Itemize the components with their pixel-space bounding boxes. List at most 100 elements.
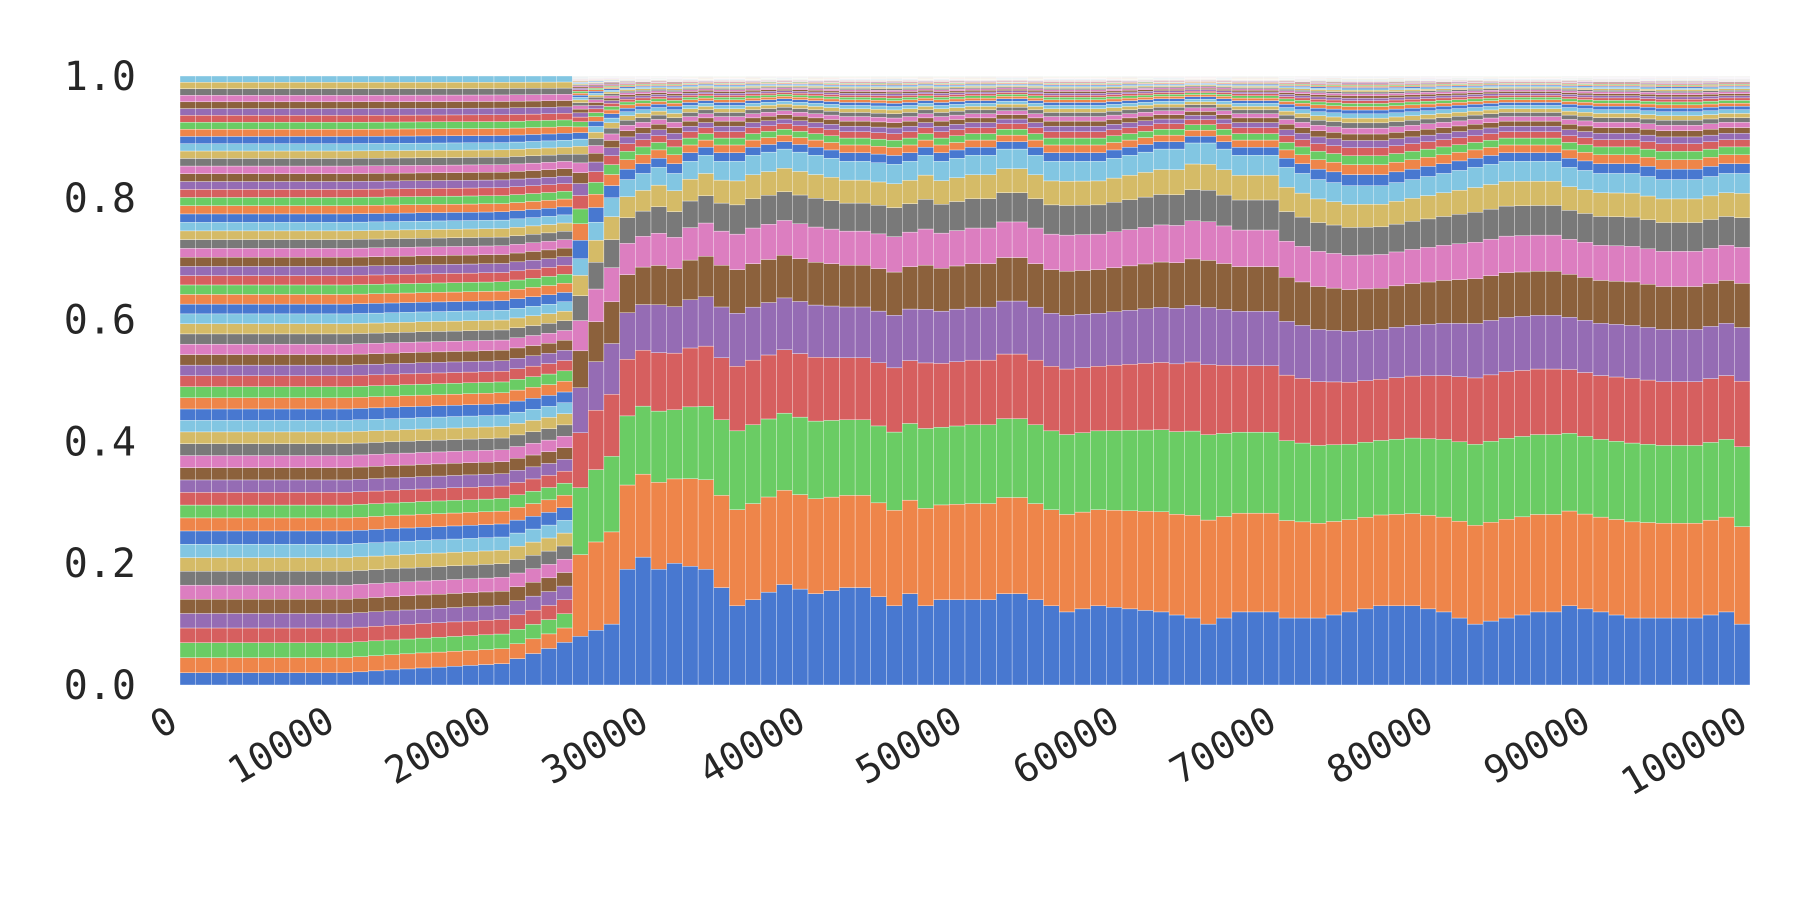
bar-segment: [509, 75, 526, 83]
bar-segment: [1043, 112, 1060, 117]
bar-segment: [980, 133, 997, 141]
bar-segment: [1278, 129, 1295, 136]
bar-segment: [745, 88, 762, 91]
bar-segment: [242, 82, 259, 89]
bar-segment: [446, 607, 463, 623]
bar-segment: [336, 108, 353, 116]
bar-segment: [305, 165, 322, 174]
bar-segment: [415, 440, 432, 453]
bar-segment: [1090, 204, 1107, 235]
bar-segment: [509, 81, 526, 89]
bar-segment: [682, 89, 699, 92]
bar-segment: [1121, 127, 1138, 134]
bar-segment: [556, 482, 573, 496]
bar-segment: [274, 386, 291, 398]
bar-segment: [431, 255, 448, 265]
bar-segment: [697, 100, 714, 104]
bar-segment: [1011, 110, 1028, 115]
bar-segment: [258, 150, 275, 159]
bar-segment: [1263, 199, 1280, 231]
bar-segment: [619, 569, 636, 686]
bar-segment: [195, 672, 212, 686]
bar-segment: [289, 75, 306, 83]
bar-segment: [399, 255, 416, 266]
bar-segment: [336, 467, 353, 481]
bar-segment: [666, 113, 683, 118]
bar-segment: [321, 150, 338, 159]
bar-segment: [1153, 141, 1170, 150]
bar-segment: [446, 164, 463, 173]
bar-segment: [446, 195, 463, 205]
bar-segment: [1451, 190, 1468, 215]
bar-segment: [1231, 229, 1248, 267]
bar-segment: [368, 442, 385, 455]
bar-segment: [1247, 91, 1264, 94]
bar-segment: [352, 431, 369, 444]
bar-segment: [399, 312, 416, 323]
bar-segment: [446, 255, 463, 265]
bar-segment: [462, 592, 479, 607]
bar-segment: [760, 94, 777, 98]
bar-segment: [1137, 511, 1154, 611]
bar-segment: [697, 256, 714, 297]
bar-segment: [383, 582, 400, 597]
bar-segment: [368, 597, 385, 612]
bar-segment: [446, 500, 463, 514]
bar-segment: [368, 88, 385, 96]
bar-segment: [195, 571, 212, 586]
bar-segment: [211, 375, 228, 387]
bar-segment: [886, 207, 903, 237]
bar-segment: [1043, 509, 1060, 607]
bar-segment: [1388, 95, 1405, 98]
bar-segment: [603, 117, 620, 123]
bar-segment: [179, 504, 196, 519]
bar-segment: [493, 414, 510, 427]
bar-segment: [1106, 114, 1123, 120]
bar-segment: [917, 228, 934, 266]
bar-segment: [682, 178, 699, 202]
bar-segment: [949, 158, 966, 178]
bar-segment: [1294, 163, 1311, 174]
bar-segment: [666, 117, 683, 123]
bar-segment: [368, 221, 385, 231]
bar-segment: [1310, 222, 1327, 252]
bar-segment: [289, 158, 306, 167]
bar-segment: [823, 200, 840, 230]
bar-segment: [902, 91, 919, 94]
bar-segment: [1027, 198, 1044, 229]
bar-segment: [399, 94, 416, 102]
bar-segment: [1027, 147, 1044, 156]
bar-segment: [697, 122, 714, 128]
bar-segment: [226, 530, 243, 545]
bar-segment: [352, 115, 369, 123]
bar-segment: [1451, 108, 1468, 113]
bar-segment: [352, 584, 369, 599]
bar-segment: [760, 354, 777, 420]
bar-segment: [431, 273, 448, 284]
bar-segment: [242, 313, 259, 324]
bar-segment: [760, 86, 777, 89]
bar-segment: [336, 364, 353, 376]
bar-segment: [572, 487, 589, 555]
bar-segment: [274, 672, 291, 686]
bar-segment: [682, 105, 699, 109]
bar-segment: [1357, 140, 1374, 148]
bar-segment: [650, 87, 667, 90]
bar-segment: [1341, 127, 1358, 135]
bar-segment: [462, 393, 479, 405]
bar-segment: [525, 595, 542, 611]
bar-segment: [666, 95, 683, 99]
bar-segment: [274, 333, 291, 345]
bar-segment: [399, 554, 416, 569]
bar-segment: [745, 95, 762, 99]
bar-segment: [274, 313, 291, 324]
bar-segment: [446, 330, 463, 342]
bar-segment: [980, 97, 997, 101]
bar-segment: [1325, 126, 1342, 133]
bar-segment: [1325, 105, 1342, 110]
bar-segment: [1137, 88, 1154, 90]
bar-segment: [352, 247, 369, 258]
bar-segment: [776, 584, 793, 686]
bar-segment: [1310, 104, 1327, 109]
